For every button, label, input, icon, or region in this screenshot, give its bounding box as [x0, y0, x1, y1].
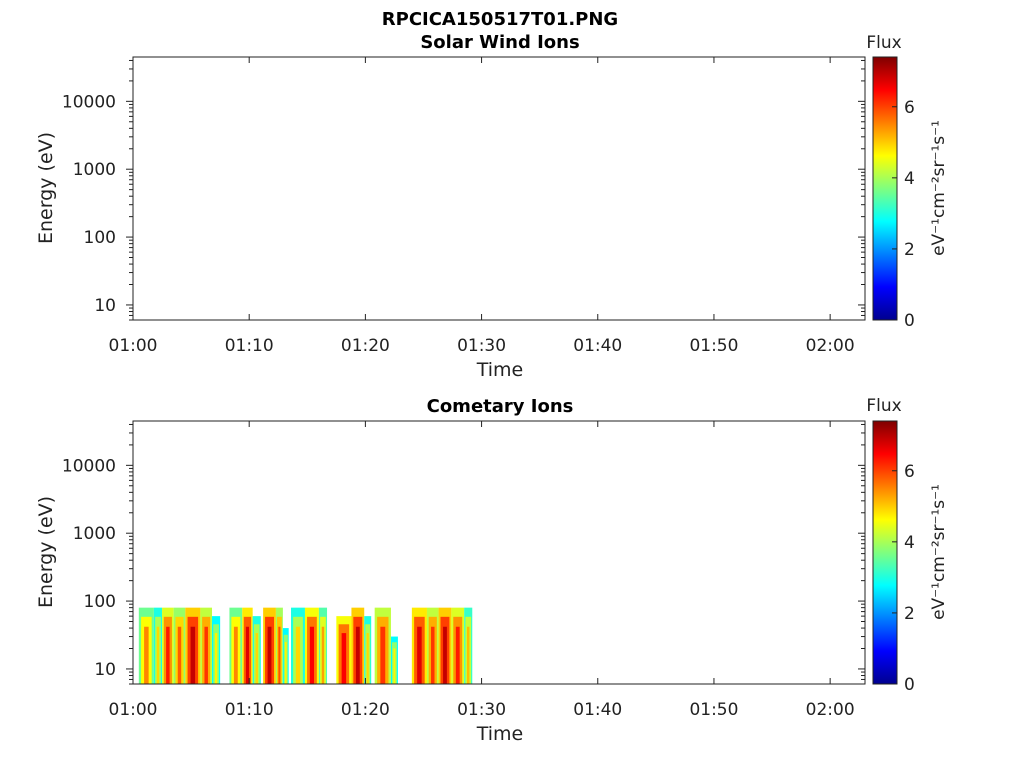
spectrogram-cell [144, 626, 149, 684]
y-axis-label: Energy (eV) [35, 496, 57, 608]
panel-title: Cometary Ions [427, 396, 574, 417]
y-tick-label: 10 [94, 660, 116, 680]
spectrogram-cell [284, 642, 287, 684]
spectrogram-cell [166, 626, 170, 684]
y-tick-label: 100 [84, 228, 116, 248]
spectrogram-cell [417, 626, 422, 684]
spectrogram-cell [177, 626, 182, 684]
x-tick-label: 01:00 [109, 700, 158, 720]
colorbar [872, 420, 898, 685]
x-tick-label: 01:00 [109, 336, 158, 356]
x-tick-label: 01:40 [573, 700, 622, 720]
colorbar-tick-label: 6 [904, 462, 915, 482]
spectrogram-cell [455, 626, 460, 684]
spectrogram-cell [156, 626, 160, 684]
colorbar-tick-label: 0 [904, 311, 915, 331]
x-tick-label: 01:50 [689, 700, 738, 720]
spectrogram-cell [278, 626, 281, 684]
y-tick-label: 10000 [62, 92, 116, 112]
colorbar-tick-label: 4 [904, 169, 915, 189]
spectrogram-cell [245, 626, 250, 684]
spectrogram-cell [295, 626, 301, 684]
spectrogram-cell [355, 626, 360, 684]
colorbar-tick-label: 4 [904, 533, 915, 553]
y-tick-label: 1000 [73, 160, 116, 180]
colorbar-label: Flux [866, 396, 901, 416]
x-tick-label: 01:20 [341, 336, 390, 356]
x-tick-label: 02:00 [806, 700, 855, 720]
spectrogram-cell [204, 626, 208, 684]
colorbar-label: Flux [866, 33, 901, 53]
spectrogram-cell [214, 633, 218, 684]
x-tick-label: 01:10 [225, 336, 274, 356]
figure-title: RPCICA150517T01.PNG [382, 9, 618, 30]
x-tick-label: 01:20 [341, 700, 390, 720]
spectrogram-cell [380, 626, 386, 684]
spectrogram-cell [366, 633, 369, 684]
y-tick-label: 10000 [62, 456, 116, 476]
spectrogram-cell [267, 626, 272, 684]
colorbar [872, 56, 898, 321]
spectrogram-cell [190, 626, 196, 684]
colorbar-unit-label: eV⁻¹cm⁻²sr⁻¹s⁻¹ [929, 120, 949, 256]
x-tick-label: 02:00 [806, 336, 855, 356]
panel-cometary-ions: Cometary Ions Flux Time Energy (eV) eV⁻¹… [35, 396, 949, 745]
colorbar-tick-label: 0 [904, 675, 915, 695]
x-tick-label: 01:30 [457, 700, 506, 720]
plot-frame [132, 420, 866, 685]
x-tick-label: 01:50 [689, 336, 738, 356]
spectrogram-cell [431, 626, 435, 684]
spectrogram-cell [309, 626, 315, 684]
spectrogram-cell [321, 626, 325, 684]
colorbar-unit-label: eV⁻¹cm⁻²sr⁻¹s⁻¹ [929, 484, 949, 620]
panel-solar-wind-ions: Solar Wind Ions Flux Time Energy (eV) eV… [35, 32, 949, 381]
y-tick-label: 10 [94, 296, 116, 316]
spectrogram-cell [233, 626, 238, 684]
y-tick-label: 100 [84, 592, 116, 612]
y-tick-label: 1000 [73, 524, 116, 544]
x-tick-label: 01:40 [573, 336, 622, 356]
spectrogram-data [138, 607, 473, 684]
x-tick-label: 01:30 [457, 336, 506, 356]
spectrogram-cell [466, 626, 470, 684]
plot-frame [132, 56, 866, 321]
spectrogram-cell [341, 633, 347, 684]
x-axis-label: Time [476, 723, 524, 745]
spectrogram-cell [393, 648, 396, 684]
colorbar-tick-label: 6 [904, 98, 915, 118]
x-axis-label: Time [476, 359, 524, 381]
spectrogram-cell [443, 626, 447, 684]
panel-title: Solar Wind Ions [420, 32, 579, 53]
spectrogram-cell [255, 633, 258, 684]
x-tick-label: 01:10 [225, 700, 274, 720]
colorbar-tick-label: 2 [904, 604, 915, 624]
colorbar-tick-label: 2 [904, 240, 915, 260]
y-axis-label: Energy (eV) [35, 132, 57, 244]
